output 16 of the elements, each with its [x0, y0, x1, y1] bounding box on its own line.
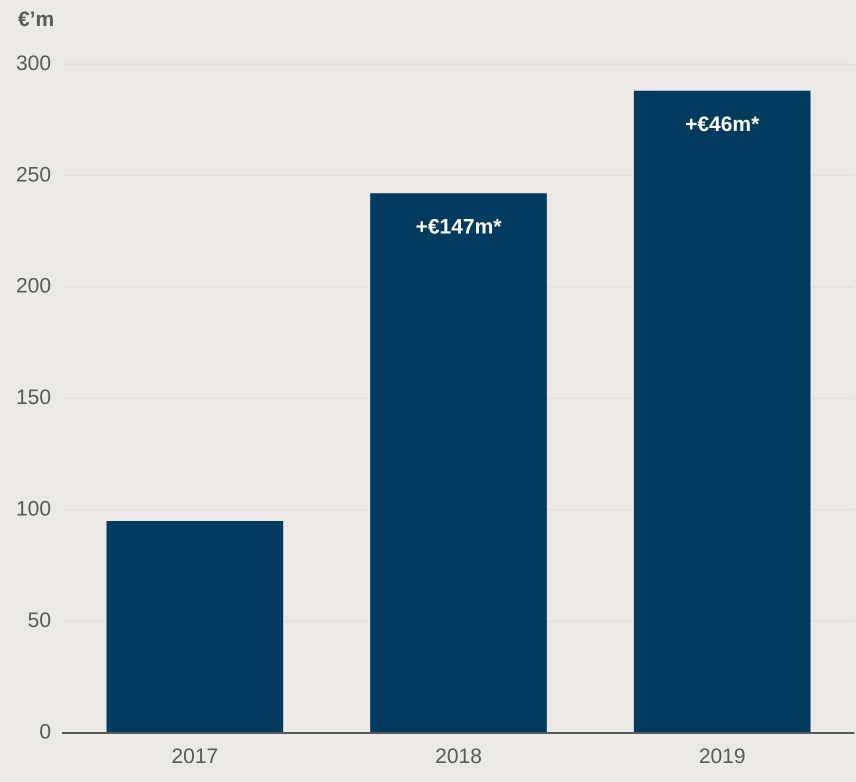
x-tick-label: 2019	[698, 745, 746, 768]
x-tick-label: 2018	[435, 745, 482, 768]
y-tick-label: 200	[16, 274, 52, 298]
y-axis-title: €’m	[18, 8, 54, 32]
y-tick-label: 300	[16, 52, 52, 75]
annotation: +€46m*	[685, 113, 760, 136]
y-tick-label: 250	[16, 163, 52, 186]
y-tick-label: 150	[16, 386, 52, 410]
bar	[370, 193, 547, 732]
x-tick-label: 2017	[172, 745, 218, 768]
annotation: +€147m*	[416, 216, 502, 239]
y-tick-label: 0	[39, 720, 52, 744]
bar	[634, 90, 810, 732]
y-tick-label: 50	[28, 609, 52, 632]
y-tick-label: 100	[16, 498, 52, 521]
bar	[106, 521, 284, 732]
